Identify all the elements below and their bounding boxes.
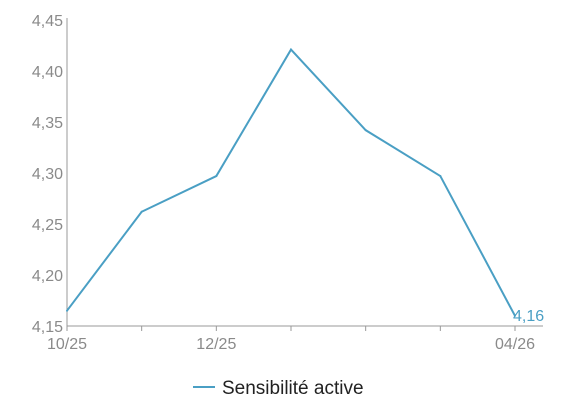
- x-tick-label: 04/26: [495, 336, 535, 353]
- x-tick-label: 12/25: [196, 336, 236, 353]
- series-layer: 4,16: [66, 47, 544, 325]
- end-value-label: 4,16: [513, 308, 544, 325]
- x-tick-label: 10/25: [47, 336, 87, 353]
- y-axis: 4,15 4,20 4,25 4,30 4,35 4,40 4,45: [32, 13, 68, 336]
- y-tick-label: 4,40: [32, 64, 63, 81]
- legend-label: Sensibilité active: [222, 378, 364, 396]
- data-point: [140, 210, 143, 213]
- x-axis: 10/25 12/25 04/26: [47, 325, 543, 353]
- data-point: [439, 175, 442, 178]
- data-point: [364, 129, 367, 132]
- y-tick-label: 4,35: [32, 115, 63, 132]
- series-line: [66, 47, 516, 317]
- data-point: [66, 309, 68, 312]
- y-tick-label: 4,15: [32, 319, 63, 336]
- data-point: [514, 314, 516, 317]
- legend: Sensibilité active: [193, 378, 364, 396]
- y-tick-label: 4,25: [32, 217, 63, 234]
- y-tick-label: 4,45: [32, 13, 63, 30]
- y-tick-label: 4,30: [32, 166, 63, 183]
- y-tick-label: 4,20: [32, 268, 63, 285]
- data-point: [290, 48, 292, 51]
- data-point: [215, 175, 218, 178]
